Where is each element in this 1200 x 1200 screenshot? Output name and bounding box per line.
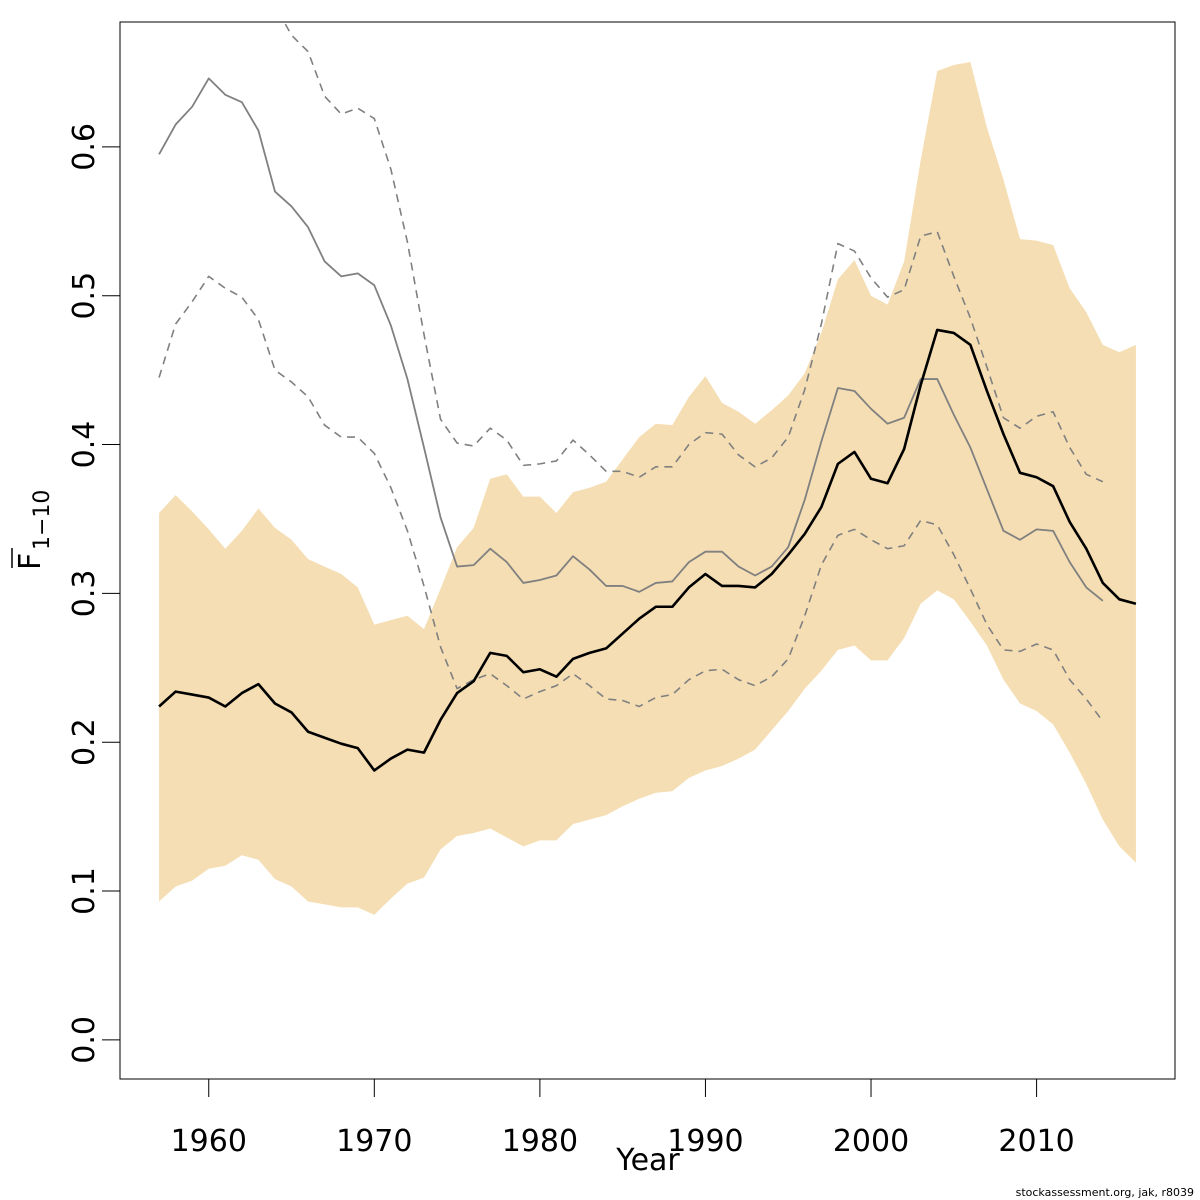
- y-tick-label: 0.0: [67, 1016, 102, 1064]
- y-tick-label: 0.2: [67, 718, 102, 766]
- plot-area: [158, 22, 1137, 915]
- y-axis-label: F 1−10: [11, 490, 55, 570]
- y-tick-label: 0.4: [67, 421, 102, 469]
- dashed-line: [158, 275, 1104, 722]
- x-tick-label: 2010: [998, 1124, 1074, 1159]
- x-tick-label: 1990: [667, 1124, 743, 1159]
- credit: stockassessment.org, jak, r8039: [1016, 1186, 1194, 1199]
- x-tick-label: 1960: [171, 1124, 247, 1159]
- confidence-band: [159, 62, 1136, 915]
- y-tick-label: 0.6: [67, 123, 102, 171]
- plot-frame: [119, 21, 1176, 1080]
- x-tick-label: 2000: [833, 1124, 909, 1159]
- dashed-line: [283, 22, 1104, 483]
- y-tick-label: 0.3: [67, 570, 102, 618]
- x-tick-label: 1970: [336, 1124, 412, 1159]
- line: [158, 77, 1104, 602]
- y-label-main: F: [13, 553, 48, 570]
- x-tick-label: 1980: [502, 1124, 578, 1159]
- y-tick-label: 0.5: [67, 272, 102, 320]
- x-axis-label: Year: [615, 1143, 680, 1178]
- line: [158, 328, 1137, 772]
- y-tick-label: 0.1: [67, 867, 102, 915]
- y-label-sub: 1−10: [30, 490, 55, 550]
